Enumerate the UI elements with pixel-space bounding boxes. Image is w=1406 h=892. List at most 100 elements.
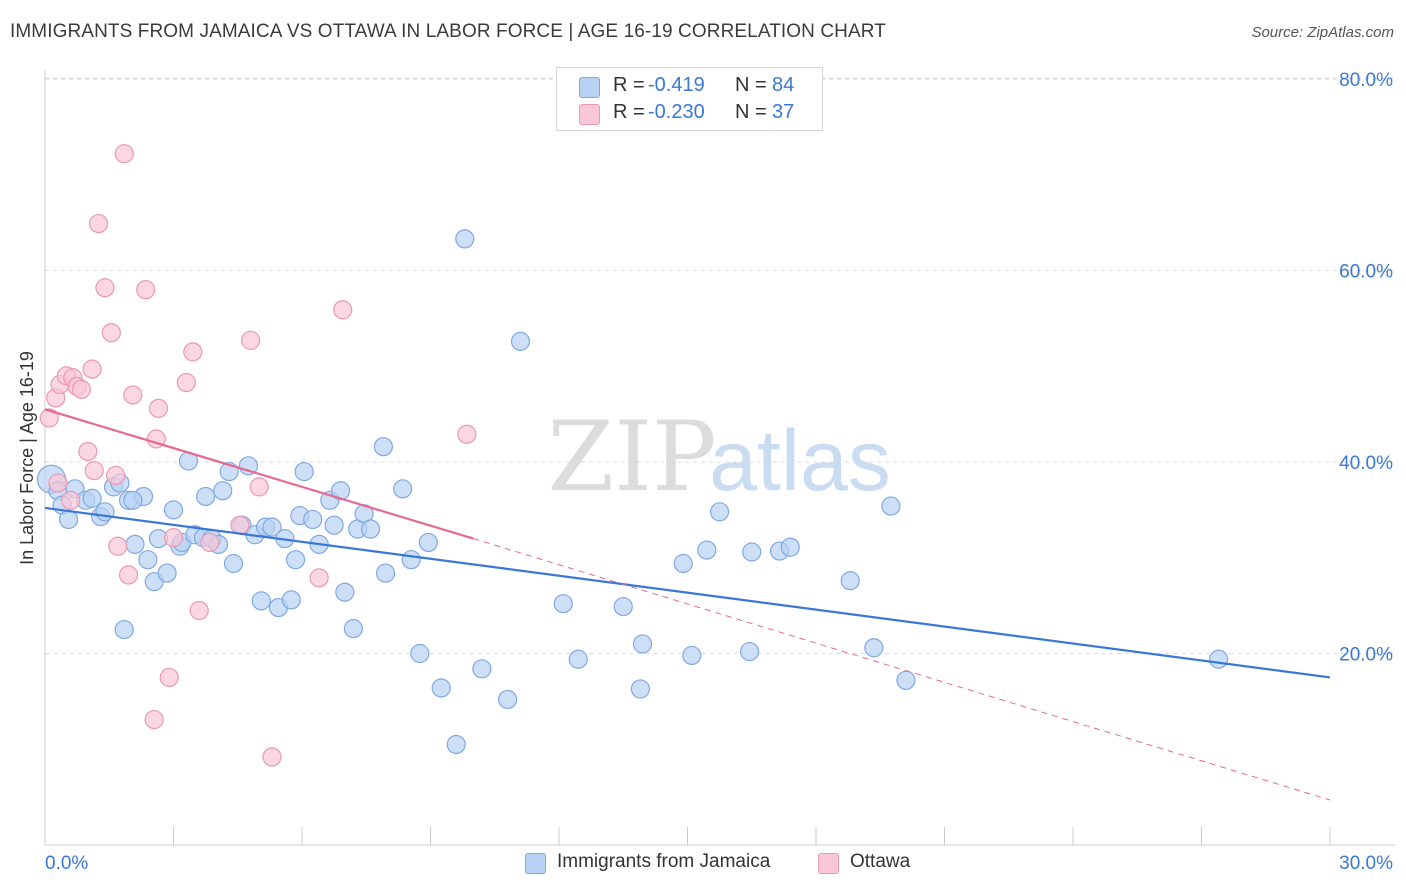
point-ottawa [163, 528, 184, 548]
point-jamaica [632, 634, 653, 654]
point-jamaica [568, 649, 588, 669]
point-jamaica [393, 479, 413, 499]
point-ottawa [200, 532, 220, 553]
point-jamaica [710, 502, 730, 522]
point-ottawa [249, 477, 269, 497]
point-jamaica [742, 542, 762, 562]
point-jamaica [303, 509, 323, 530]
point-ottawa [39, 408, 59, 428]
point-ottawa [159, 667, 179, 688]
point-jamaica [95, 502, 115, 522]
point-jamaica [613, 596, 633, 617]
point-ottawa [118, 565, 139, 585]
watermark-atlas: atlas [709, 413, 891, 509]
point-jamaica [157, 563, 177, 583]
legend-swatch-jamaica [525, 853, 546, 874]
point-jamaica [896, 670, 916, 690]
stats-swatch-jamaica [579, 77, 600, 98]
y-axis-label: In Labor Force | Age 16-19 [17, 351, 37, 565]
point-ottawa [144, 709, 164, 730]
point-jamaica [324, 515, 344, 535]
point-jamaica [82, 488, 102, 508]
point-ottawa [61, 490, 81, 510]
point-jamaica [196, 486, 216, 507]
point-ottawa [95, 278, 115, 298]
point-ottawa [189, 600, 209, 621]
point-jamaica [262, 517, 282, 537]
point-jamaica [343, 619, 363, 639]
point-ottawa [176, 372, 196, 393]
point-jamaica [373, 437, 393, 457]
point-jamaica [375, 563, 396, 583]
point-jamaica [401, 550, 421, 570]
n-label: N = [735, 74, 767, 96]
chart-title: IMMIGRANTS FROM JAMAICA VS OTTAWA IN LAB… [10, 21, 886, 42]
point-jamaica [125, 534, 145, 554]
watermark: ZIP atlas [547, 401, 890, 513]
point-jamaica [553, 594, 573, 614]
point-jamaica [840, 571, 860, 591]
y-tick-label: 80.0% [1339, 70, 1393, 91]
point-jamaica [335, 582, 355, 602]
point-jamaica [682, 645, 702, 666]
point-jamaica [360, 519, 381, 539]
point-ottawa [48, 473, 68, 493]
point-jamaica [418, 532, 438, 553]
point-ottawa [123, 385, 143, 405]
trendline-jamaica [44, 506, 1331, 679]
point-ottawa [136, 280, 156, 300]
point-jamaica [431, 678, 451, 698]
point-ottawa [101, 323, 121, 343]
point-jamaica [455, 229, 475, 249]
n-label: N = [735, 101, 767, 123]
point-ottawa [114, 144, 134, 164]
point-ottawa [148, 398, 169, 418]
x-tick-label: 30.0% [1339, 853, 1393, 874]
point-ottawa [106, 465, 126, 486]
r-value: -0.419 [648, 74, 705, 96]
point-jamaica [285, 550, 306, 570]
point-ottawa [183, 342, 203, 362]
point-jamaica [163, 500, 184, 520]
point-jamaica [213, 481, 233, 501]
points-layer [36, 144, 1229, 767]
point-jamaica [697, 540, 717, 560]
point-ottawa [84, 461, 104, 481]
point-jamaica [881, 496, 901, 516]
y-tick-label: 60.0% [1339, 262, 1393, 283]
point-jamaica [330, 481, 351, 501]
trendline-ottawa-extended [473, 538, 1331, 801]
trend-layer [44, 408, 1331, 801]
y-tick-label: 40.0% [1339, 453, 1393, 474]
x-tick-label: 0.0% [45, 853, 88, 874]
point-ottawa [457, 424, 477, 444]
point-ottawa [309, 568, 329, 588]
point-ottawa [241, 330, 261, 350]
r-label: R = [613, 101, 645, 123]
point-jamaica [114, 619, 134, 640]
point-jamaica [673, 553, 693, 574]
n-value: 37 [772, 101, 795, 123]
point-ottawa [78, 441, 98, 462]
point-jamaica [281, 590, 301, 610]
point-ottawa [108, 536, 128, 556]
point-jamaica [630, 679, 650, 699]
point-jamaica [223, 553, 244, 574]
point-jamaica [410, 643, 430, 664]
point-jamaica [294, 461, 314, 482]
stats-swatch-ottawa [579, 104, 600, 125]
r-value: -0.230 [648, 101, 705, 123]
grid-layer [45, 77, 1395, 654]
source-attribution: Source: ZipAtlas.com [1251, 24, 1394, 41]
axes-layer [44, 70, 1395, 846]
point-ottawa [88, 213, 109, 234]
point-jamaica [498, 689, 518, 710]
point-ottawa [82, 359, 102, 379]
r-label: R = [613, 74, 645, 96]
point-jamaica [740, 641, 760, 662]
point-jamaica [510, 331, 531, 351]
watermark-zip: ZIP [547, 401, 716, 513]
point-jamaica [864, 638, 884, 658]
legend-label-jamaica: Immigrants from Jamaica [557, 851, 771, 872]
point-ottawa [230, 515, 250, 535]
